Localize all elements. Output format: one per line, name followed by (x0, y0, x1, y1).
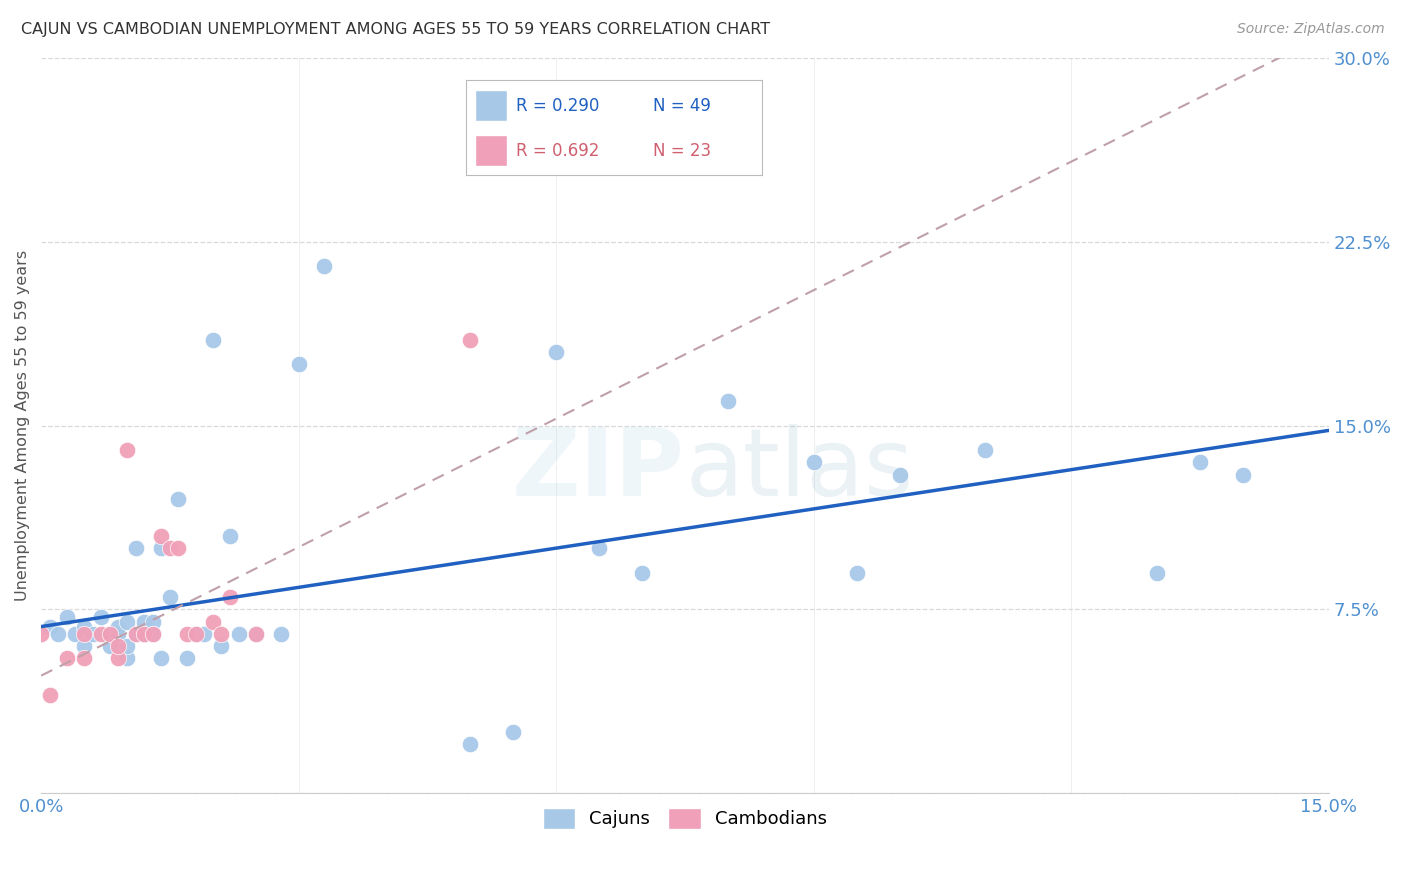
Point (115, 615, 138, 629)
Point (98, 627, 121, 641)
Point (38, 619, 60, 633)
Point (38, 688, 60, 702)
Point (1146, 566, 1168, 580)
Point (502, 725, 524, 739)
Point (73, 627, 96, 641)
Point (46, 627, 69, 641)
Point (219, 529, 242, 543)
Point (184, 627, 207, 641)
Point (201, 333, 224, 347)
Point (460, 737, 482, 751)
Point (460, 333, 482, 347)
Point (115, 443, 138, 458)
Point (803, 455, 825, 469)
Point (134, 615, 156, 629)
Point (717, 394, 740, 409)
Text: CAJUN VS CAMBODIAN UNEMPLOYMENT AMONG AGES 55 TO 59 YEARS CORRELATION CHART: CAJUN VS CAMBODIAN UNEMPLOYMENT AMONG AG… (21, 22, 770, 37)
Point (184, 627, 207, 641)
Point (150, 651, 173, 665)
Text: ZIP: ZIP (512, 424, 685, 516)
Point (167, 541, 190, 555)
Point (219, 590, 242, 604)
Point (167, 492, 190, 507)
Point (889, 467, 911, 482)
Point (1188, 455, 1211, 469)
Point (176, 651, 198, 665)
Point (287, 357, 309, 371)
Point (245, 627, 267, 641)
Point (150, 541, 173, 555)
Point (270, 627, 292, 641)
Point (115, 639, 138, 653)
Point (98, 639, 121, 653)
Legend: Cajuns, Cambodians: Cajuns, Cambodians (536, 800, 835, 836)
Point (142, 627, 165, 641)
Y-axis label: Unemployment Among Ages 55 to 59 years: Unemployment Among Ages 55 to 59 years (15, 250, 30, 601)
Point (974, 443, 997, 458)
Point (142, 615, 165, 629)
Point (90, 627, 112, 641)
Point (56, 651, 79, 665)
Point (107, 627, 129, 641)
Point (631, 566, 654, 580)
Point (142, 627, 165, 641)
Point (209, 639, 232, 653)
Point (73, 651, 96, 665)
Point (107, 651, 129, 665)
Point (134, 627, 156, 641)
Point (201, 615, 224, 629)
Text: Source: ZipAtlas.com: Source: ZipAtlas.com (1237, 22, 1385, 37)
Point (228, 627, 250, 641)
Point (193, 627, 215, 641)
Point (124, 627, 146, 641)
Point (314, 259, 336, 273)
Point (150, 529, 173, 543)
Point (73, 639, 96, 653)
Point (209, 627, 232, 641)
Point (56, 609, 79, 624)
Point (82, 627, 104, 641)
Point (90, 609, 112, 624)
Point (124, 627, 146, 641)
Point (107, 639, 129, 653)
Point (1232, 467, 1254, 482)
Point (245, 627, 267, 641)
Point (65, 627, 87, 641)
Point (134, 627, 156, 641)
Point (588, 541, 610, 555)
Point (30, 627, 52, 641)
Point (546, 345, 568, 359)
Point (124, 541, 146, 555)
Point (73, 619, 96, 633)
Point (98, 627, 121, 641)
Point (107, 619, 129, 633)
Point (159, 541, 181, 555)
Point (845, 566, 868, 580)
Text: atlas: atlas (685, 424, 912, 516)
Point (159, 590, 181, 604)
Point (115, 651, 138, 665)
Point (176, 627, 198, 641)
